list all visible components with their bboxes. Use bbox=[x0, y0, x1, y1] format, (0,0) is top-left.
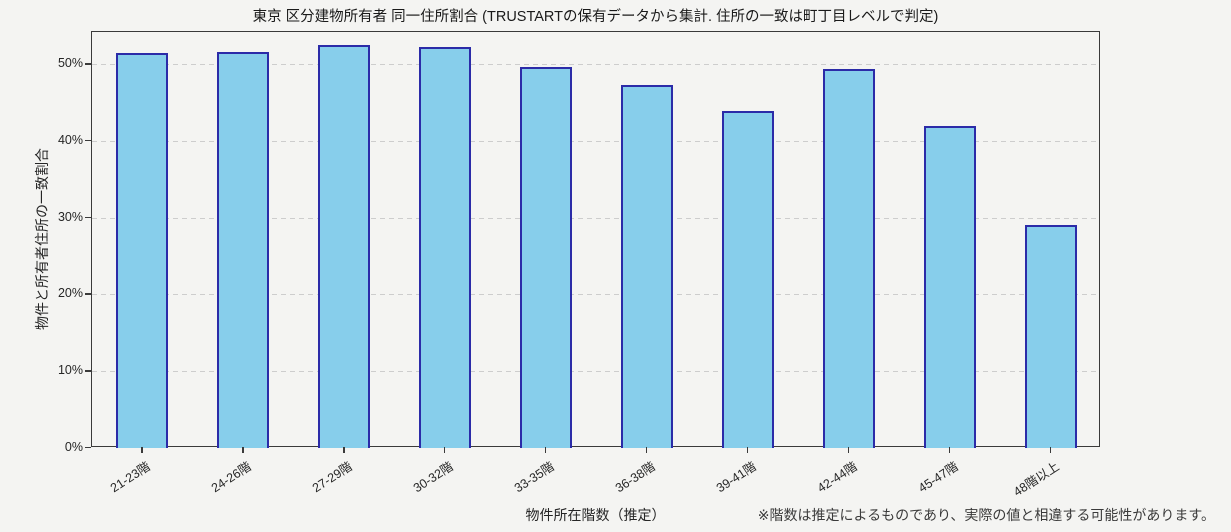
y-axis-label: 物件と所有者住所の一致割合 bbox=[34, 148, 50, 330]
x-tick-mark bbox=[645, 447, 648, 453]
y-tick-label: 40% bbox=[57, 132, 83, 147]
y-tick-label: 50% bbox=[57, 56, 83, 71]
gridline-50 bbox=[92, 64, 1099, 66]
x-tick-mark bbox=[141, 447, 143, 453]
x-tick-mark bbox=[545, 447, 547, 453]
x-tick-mark bbox=[242, 447, 244, 453]
y-tick-mark bbox=[85, 139, 91, 142]
bar-39-41階 bbox=[721, 111, 774, 448]
y-tick-label: 30% bbox=[57, 209, 83, 224]
x-tick-mark bbox=[746, 447, 749, 453]
x-tick-mark bbox=[444, 447, 446, 453]
bar-48階以上 bbox=[1024, 224, 1077, 448]
bar-36-38階 bbox=[620, 84, 673, 448]
x-tick-mark bbox=[847, 447, 850, 453]
y-tick-mark bbox=[85, 293, 91, 295]
chart-title: 東京 区分建物所有者 同一住所割合 (TRUSTARTの保有データから集計. 住… bbox=[252, 9, 939, 25]
y-tick-label: 10% bbox=[57, 363, 83, 378]
x-tick-mark bbox=[343, 447, 345, 453]
y-tick-mark bbox=[85, 216, 91, 219]
y-tick-mark bbox=[85, 447, 91, 449]
footnote: ※階数は推定によるものであり、実際の値と相違する可能性があります。 bbox=[757, 507, 1215, 523]
bar-24-26階 bbox=[217, 51, 270, 448]
bar-45-47階 bbox=[923, 126, 976, 448]
gridline-40 bbox=[92, 140, 1099, 142]
bar-30-32階 bbox=[419, 47, 472, 448]
gridline-20 bbox=[92, 294, 1099, 296]
y-tick-label: 20% bbox=[57, 286, 83, 301]
bar-42-44階 bbox=[822, 68, 875, 448]
x-tick-mark bbox=[1049, 447, 1051, 453]
x-tick-mark bbox=[948, 447, 950, 453]
plot-area bbox=[91, 31, 1100, 448]
y-tick-label: 0% bbox=[64, 440, 83, 454]
bar-27-29階 bbox=[318, 45, 371, 448]
bar-21-23階 bbox=[116, 53, 169, 448]
y-tick-mark bbox=[85, 63, 91, 65]
x-axis-label: 物件所在階数（推定） bbox=[525, 507, 666, 523]
gridline-30 bbox=[92, 217, 1099, 219]
bar-33-35階 bbox=[520, 66, 573, 448]
y-tick-mark bbox=[85, 370, 91, 372]
gridline-10 bbox=[92, 371, 1099, 373]
